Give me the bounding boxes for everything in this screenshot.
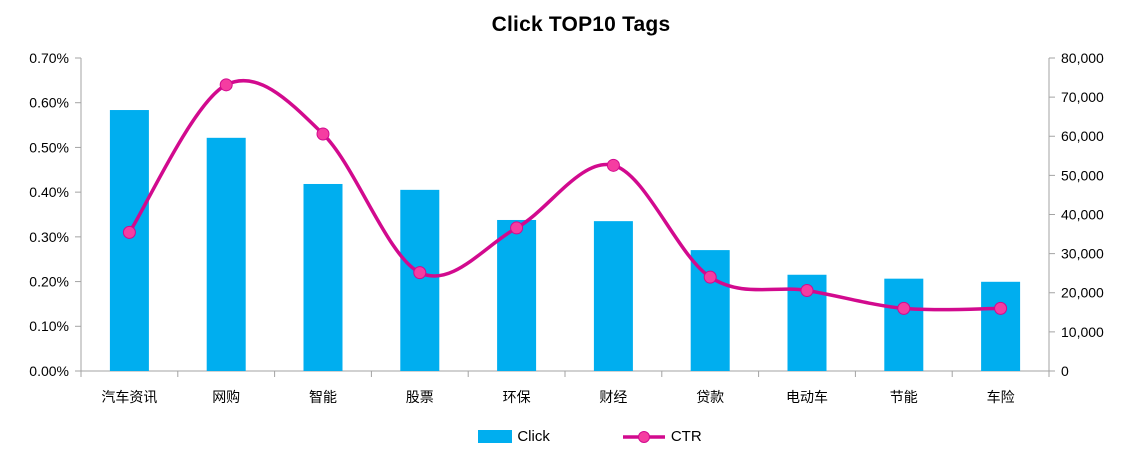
right-axis-tick-label: 20,000 (1061, 285, 1104, 301)
chart-title: Click TOP10 Tags (491, 13, 671, 36)
right-axis-tick-label: 10,000 (1061, 324, 1104, 340)
click-legend-label: Click (517, 428, 550, 445)
x-axis-label: 贷款 (696, 389, 724, 405)
left-axis-tick-label: 0.10% (29, 318, 69, 334)
x-axis-label: 节能 (890, 389, 918, 405)
x-axis-label: 智能 (309, 389, 337, 405)
legend-item-click: Click (478, 428, 550, 445)
click-bar (690, 250, 730, 371)
right-axis-tick-label: 40,000 (1061, 206, 1104, 222)
ctr-marker (800, 284, 814, 298)
ctr-line (127, 78, 1003, 312)
right-axis-tick-label: 0 (1061, 363, 1069, 379)
x-axis-label: 汽车资讯 (101, 389, 157, 405)
legend-item-ctr: CTR (622, 428, 702, 445)
click-bar (303, 183, 343, 371)
legend: Click CTR (25, 428, 1130, 445)
click-bar (109, 110, 149, 371)
left-axis-tick-label: 0.70% (29, 50, 69, 66)
ctr-marker (219, 78, 233, 92)
right-axis-tick-label: 30,000 (1061, 246, 1104, 262)
click-bar (206, 137, 246, 371)
x-axis-label: 车险 (987, 389, 1015, 405)
click-bar (593, 221, 633, 371)
click-bar (400, 189, 440, 371)
click-bar (497, 219, 537, 371)
click-legend-swatch-icon (478, 430, 513, 443)
ctr-marker (994, 301, 1008, 315)
right-axis-tick-label: 50,000 (1061, 167, 1104, 183)
ctr-marker (122, 225, 136, 239)
right-axis-tick-label: 60,000 (1061, 128, 1104, 144)
right-axis-tick-label: 70,000 (1061, 89, 1104, 105)
ctr-marker (413, 266, 427, 280)
x-axis-label: 股票 (406, 389, 434, 405)
left-axis-tick-label: 0.20% (29, 273, 69, 289)
ctr-legend-swatch-icon (622, 430, 665, 443)
x-axis-label: 环保 (503, 389, 531, 405)
ctr-marker (510, 221, 524, 235)
ctr-legend-label: CTR (670, 428, 702, 445)
x-axis-label: 电动车 (786, 389, 828, 405)
ctr-marker (703, 270, 717, 284)
click-bar (981, 281, 1021, 371)
left-axis-tick-label: 0.50% (29, 139, 69, 155)
left-axis-tick-label: 0.00% (29, 363, 69, 379)
left-axis-tick-label: 0.40% (29, 184, 69, 200)
left-axis-tick-label: 0.30% (29, 229, 69, 245)
ctr-marker (606, 158, 620, 172)
ctr-marker (316, 127, 330, 141)
click-bar (884, 278, 924, 371)
x-axis-label: 网购 (212, 389, 240, 405)
left-axis-tick-label: 0.60% (29, 95, 69, 111)
ctr-marker (897, 301, 911, 315)
right-axis-tick-label: 80,000 (1061, 50, 1104, 66)
x-axis-label: 财经 (599, 389, 627, 405)
